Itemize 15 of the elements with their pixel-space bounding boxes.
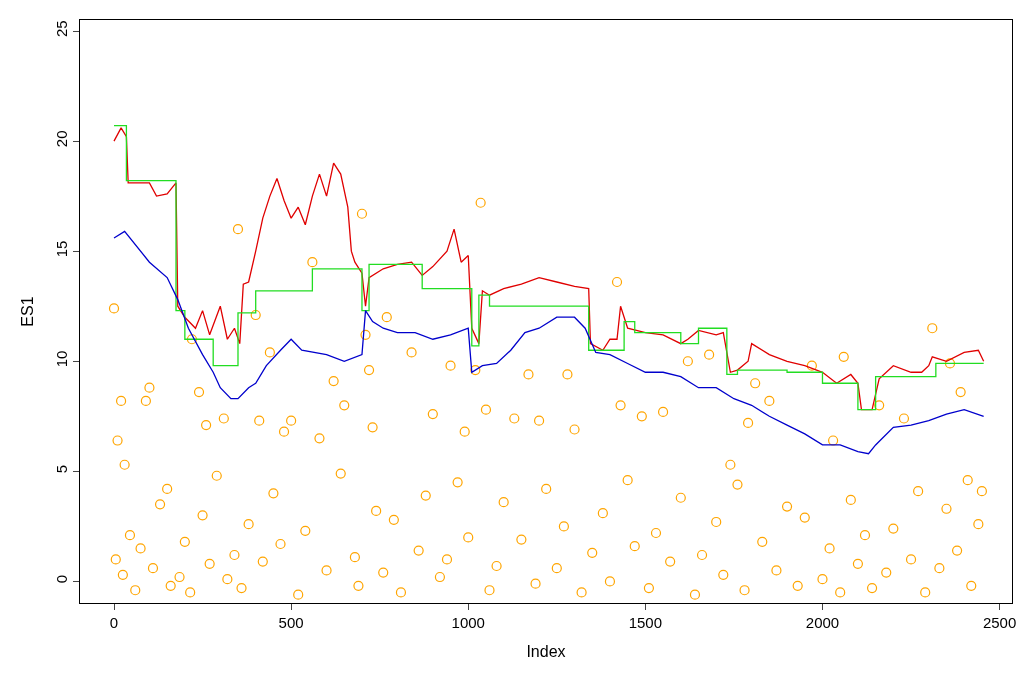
y-tick-label: 5 xyxy=(53,464,70,474)
y-tick-label: 20 xyxy=(53,130,70,148)
y-axis-title: ES1 xyxy=(18,296,36,327)
x-tick-label: 1500 xyxy=(628,614,663,631)
x-tick-label: 2500 xyxy=(982,614,1017,631)
y-tick-label: 0 xyxy=(53,575,70,584)
x-tick-label: 500 xyxy=(278,614,304,631)
y-tick-label: 10 xyxy=(53,350,70,368)
line-series xyxy=(113,230,985,455)
x-tick-label: 2000 xyxy=(805,614,840,631)
x-tick-label: 0 xyxy=(109,614,119,631)
y-tick-label: 15 xyxy=(53,240,70,258)
x-axis-title: Index xyxy=(526,642,566,660)
y-tick-label: 25 xyxy=(53,20,70,38)
x-tick-label: 1000 xyxy=(451,614,485,631)
